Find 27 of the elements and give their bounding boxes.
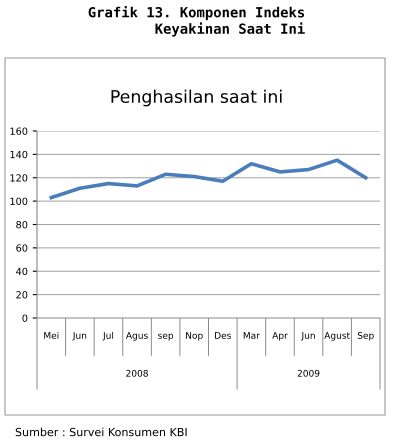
x-tick-label: Mei	[44, 332, 58, 339]
text: Sumber : Survei Konsumen KBI	[16, 428, 187, 436]
chart-subtitle: Penghasilan saat ini	[112, 90, 282, 106]
x-tick-label: Agust	[324, 332, 350, 341]
text: 2008	[126, 370, 148, 377]
y-tick-label: 140	[10, 150, 28, 158]
y-tick-label: 40	[16, 268, 28, 276]
line-series	[49, 158, 368, 200]
y-tick-label: 20	[16, 291, 28, 298]
y-tick-label: 80	[16, 220, 28, 228]
chart-title: Grafik 13. Komponen Indeks Keyakinan Saat Ini	[88, 6, 305, 37]
x-tick-label: Agus	[126, 332, 148, 341]
x-tick-label: Jun	[72, 332, 86, 341]
x-tick-label: Des	[215, 332, 231, 339]
x-tick-label: Apr	[272, 332, 288, 341]
y-tick-label: 100	[10, 198, 28, 205]
y-tick-label: 0	[22, 314, 28, 322]
y-tick-label: 60	[16, 244, 28, 252]
x-tick-label: Jul	[102, 332, 114, 341]
x-tick-label: Jun	[301, 332, 315, 341]
y-tick-label: 120	[10, 174, 28, 182]
x-tick-label: Nop	[186, 332, 203, 341]
x-tick-label: sep	[158, 334, 174, 341]
x-tick-label: Mar	[244, 332, 260, 339]
x-tick-label: Sep	[358, 332, 374, 341]
text: 2009	[298, 370, 320, 377]
y-tick-label: 160	[10, 127, 28, 135]
